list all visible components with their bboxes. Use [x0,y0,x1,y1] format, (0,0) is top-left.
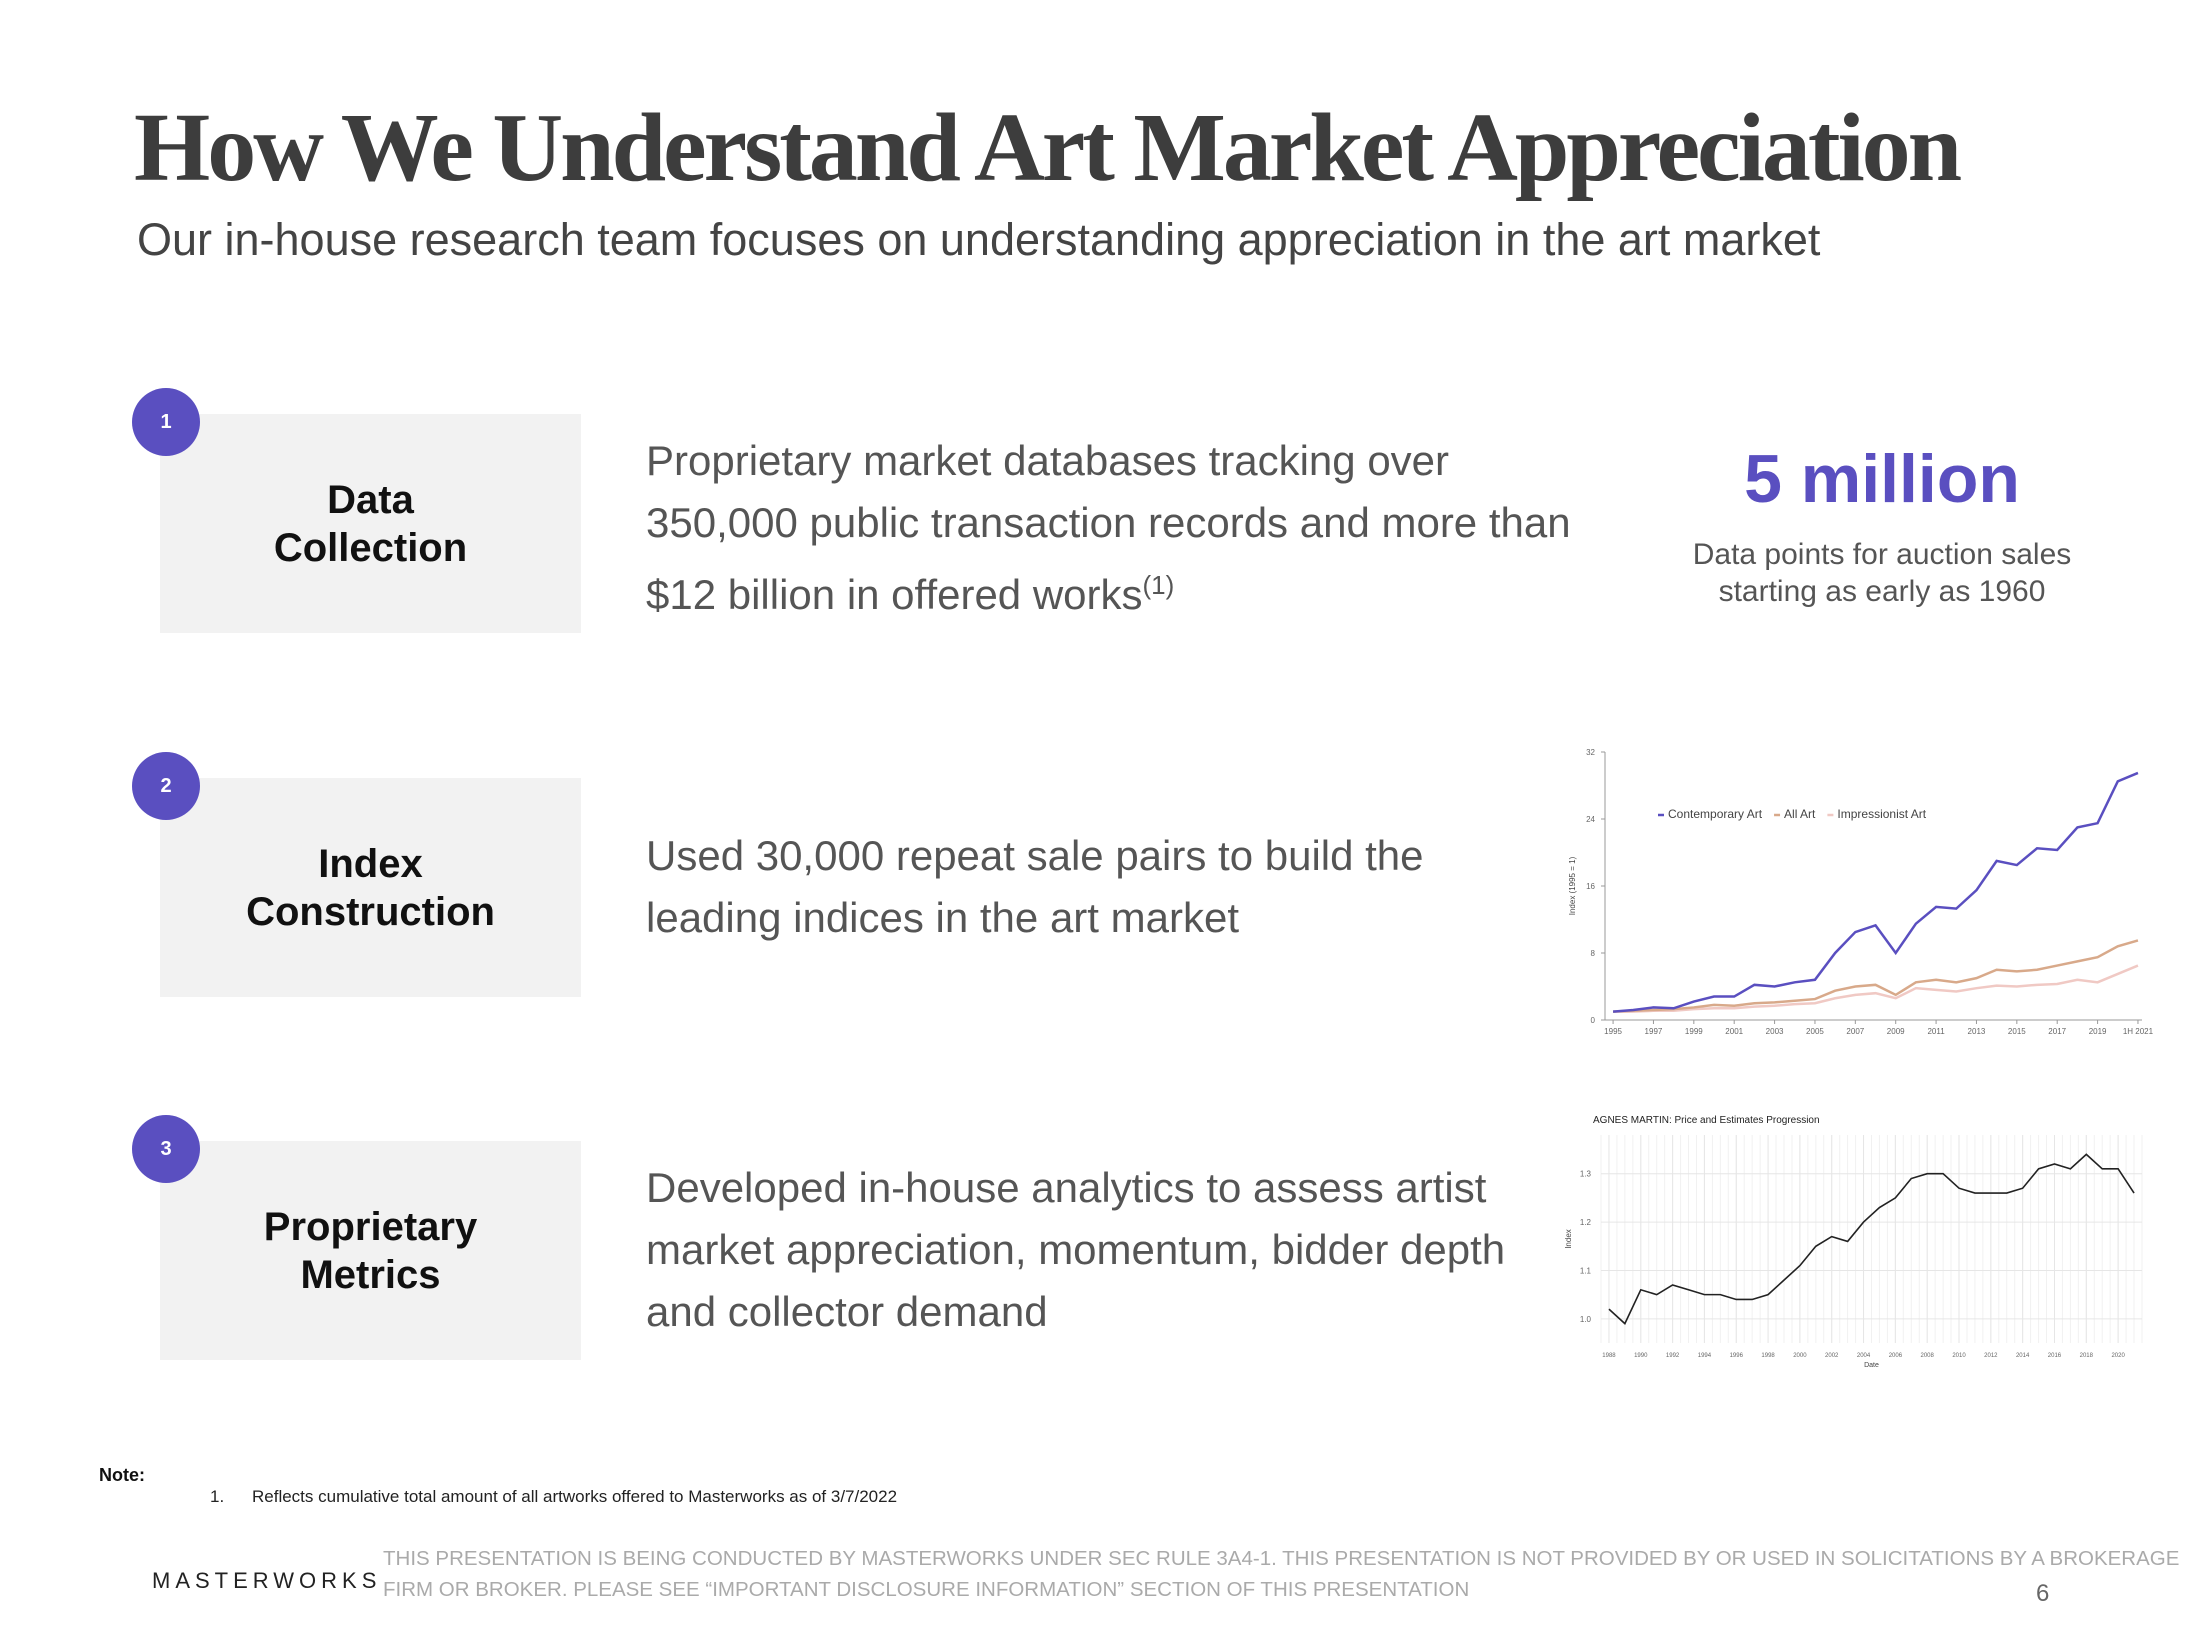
data-line [1613,939,2139,1013]
x-tick-label: 1995 [1604,1027,1622,1036]
step-label: Index [318,841,423,886]
step-box: Data Collection [160,414,581,633]
legend-label: Impressionist Art [1837,807,1926,821]
step-box: Index Construction [160,778,581,997]
description-line: Developed in-house analytics to assess a… [646,1164,1487,1211]
y-tick-label: 24 [1586,815,1595,824]
y-tick-label: 32 [1586,748,1595,757]
data-line [1612,771,2139,1013]
y-tick-label: 0 [1591,1016,1596,1025]
x-tick-label: 2018 [2080,1353,2094,1359]
legend-label: All Art [1784,807,1816,821]
logo: MASTERWORKS [152,1568,382,1593]
description-line: and collector demand [646,1288,1048,1335]
step-description: Developed in-house analytics to assess a… [646,1157,1505,1343]
x-tick-label: 2004 [1857,1353,1871,1359]
x-tick-label: 2000 [1793,1353,1807,1359]
data-line [1608,1153,2135,1325]
caption-line: Data points for auction sales [1692,538,2072,571]
x-tick-label: 1999 [1685,1027,1703,1036]
x-tick-label: 2007 [1846,1027,1864,1036]
step-number: 2 [132,752,200,820]
x-tick-label: 1998 [1761,1353,1775,1359]
x-label: Date [1864,1362,1879,1369]
y-label: Index [1564,1229,1573,1249]
step-box: Proprietary Metrics [160,1141,581,1360]
x-tick-label: 1992 [1666,1353,1680,1359]
x-tick-label: 2005 [1806,1027,1824,1036]
note-number: 1. [210,1487,225,1506]
description-line: Used 30,000 repeat sale pairs to build t… [646,832,1424,879]
step-description: Proprietary market databases tracking ov… [646,430,1571,626]
highlight-value: 5 million [1744,441,2020,517]
x-tick-label: 2015 [2008,1027,2026,1036]
x-tick-label: 1H 2021 [2123,1027,2154,1036]
legend-label: Contemporary Art [1668,807,1763,821]
x-tick-label: 1997 [1645,1027,1663,1036]
disclaimer: THIS PRESENTATION IS BEING CONDUCTED BY … [383,1543,2179,1605]
description-line: market appreciation, momentum, bidder de… [646,1226,1506,1273]
y-tick-label: 1.1 [1580,1266,1592,1275]
y-tick-label: 16 [1586,882,1595,891]
description-line: 350,000 public transaction records and m… [646,499,1571,546]
x-tick-label: 2012 [1984,1353,1998,1359]
x-tick-label: 2003 [1766,1027,1784,1036]
x-tick-label: 2006 [1889,1353,1903,1359]
disclaimer-line: THIS PRESENTATION IS BEING CONDUCTED BY … [383,1547,2180,1570]
chart-title: AGNES MARTIN: Price and Estimates Progre… [1593,1115,1820,1126]
x-tick-label: 1994 [1698,1353,1712,1359]
x-tick-label: 2016 [2048,1353,2062,1359]
y-tick-label: 8 [1591,949,1596,958]
x-tick-label: 2001 [1725,1027,1743,1036]
step-label: Construction [246,889,495,934]
y-tick-label: 1.2 [1580,1218,1592,1227]
x-tick-label: 2019 [2089,1027,2107,1036]
caption-line: starting as early as 1960 [1718,575,2046,608]
x-tick-label: 2008 [1921,1353,1935,1359]
step-label: Collection [273,525,468,570]
note-text: Reflects cumulative total amount of all … [252,1487,898,1506]
highlight-caption: Data points for auction sales starting a… [1632,536,2132,610]
title: How We Understand Art Market Appreciatio… [134,94,1962,202]
x-tick-label: 2010 [1952,1353,1966,1359]
note-label: Note: [99,1465,145,1485]
description-line: leading indices in the art market [646,894,1239,941]
x-tick-label: 2020 [2111,1353,2125,1359]
x-tick-label: 2014 [2016,1353,2030,1359]
data-line [1613,964,2139,1013]
page-number: 6 [2036,1580,2050,1607]
footnote-ref: (1) [1142,570,1175,600]
x-tick-label: 1988 [1602,1353,1616,1359]
x-tick-label: 2011 [1927,1027,1945,1036]
step-label: Data [327,477,414,522]
x-tick-label: 2013 [1968,1027,1986,1036]
disclaimer-line: FIRM OR BROKER. PLEASE SEE “IMPORTANT DI… [383,1578,1470,1601]
y-tick-label: 1.0 [1580,1315,1592,1324]
step-number: 1 [132,388,200,456]
step-description: Used 30,000 repeat sale pairs to build t… [646,825,1424,949]
subtitle: Our in-house research team focuses on un… [137,214,1821,265]
description-line: $12 billion in offered works(1) [646,570,1175,618]
step-label: Proprietary [263,1204,478,1249]
x-tick-label: 1990 [1634,1353,1648,1359]
x-tick-label: 2002 [1825,1353,1839,1359]
step-number: 3 [132,1115,200,1183]
x-tick-label: 1996 [1730,1353,1744,1359]
x-tick-label: 2009 [1887,1027,1905,1036]
y-label: Index (1995 = 1) [1568,856,1577,915]
description-line: Proprietary market databases tracking ov… [646,437,1450,484]
x-tick-label: 2017 [2048,1027,2066,1036]
y-tick-label: 1.3 [1580,1170,1592,1179]
step-label: Metrics [300,1252,441,1297]
